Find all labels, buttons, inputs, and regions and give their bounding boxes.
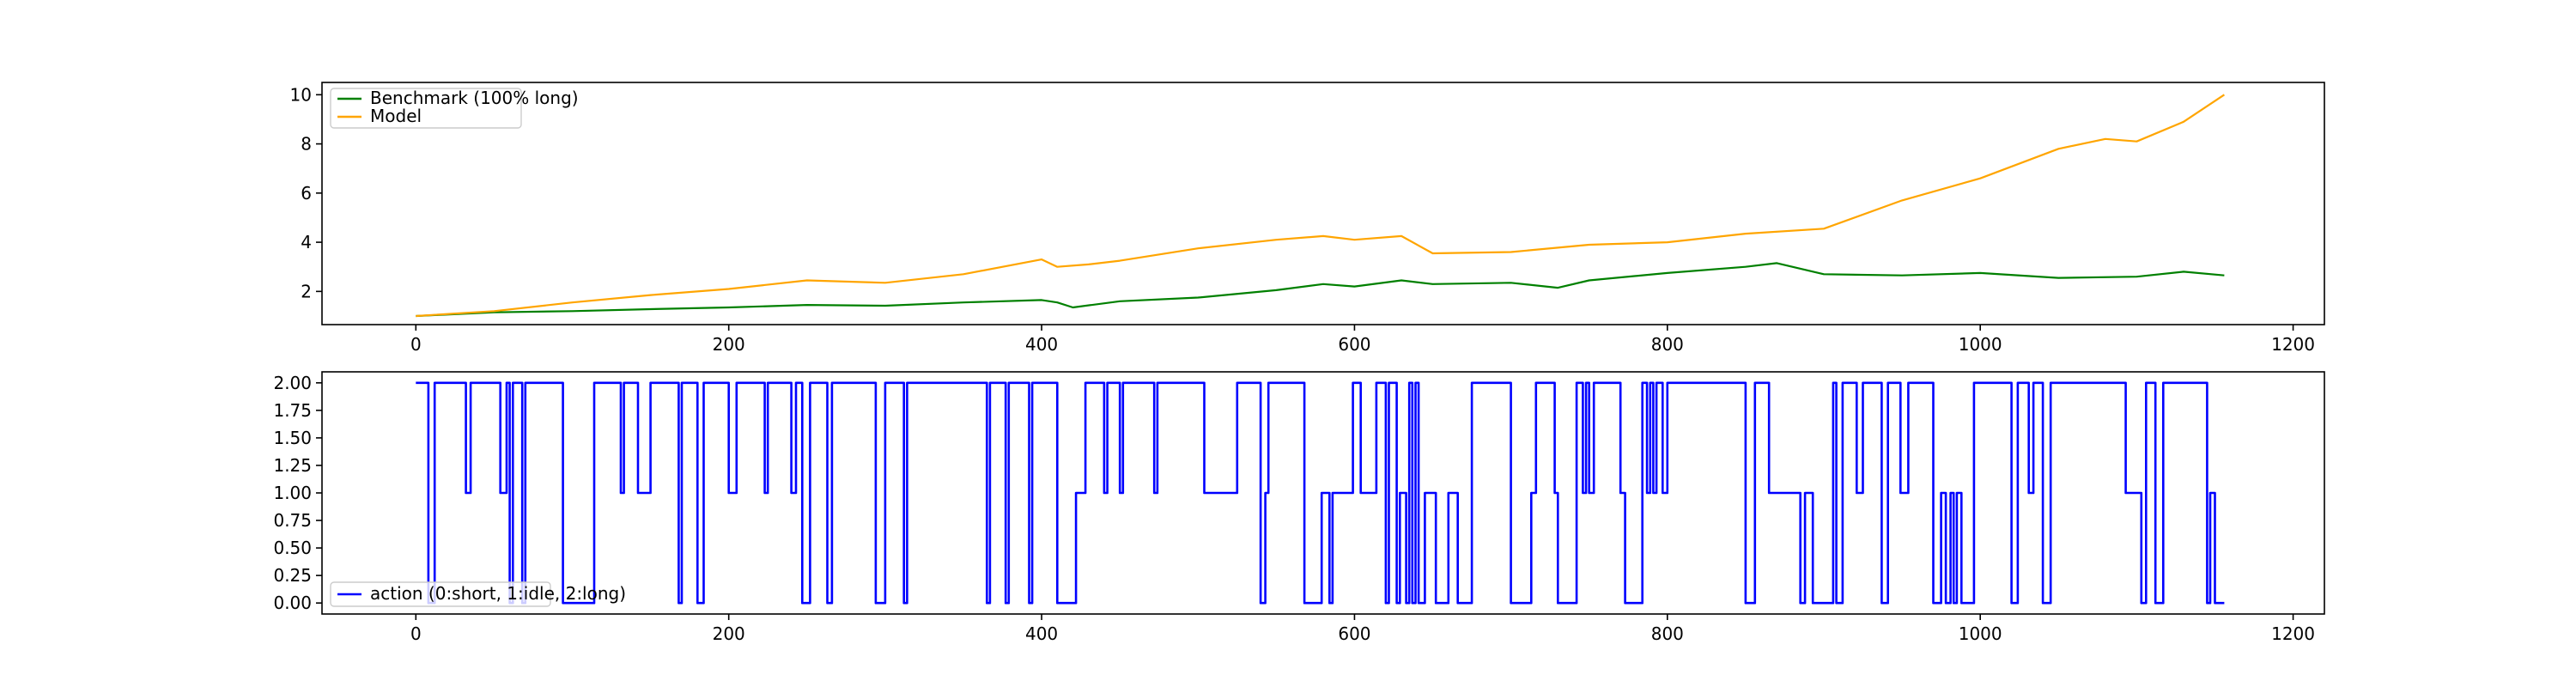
legend-label: Benchmark (100% long): [370, 88, 579, 108]
x-tick-label: 800: [1651, 623, 1684, 644]
legend-box: [330, 581, 551, 607]
x-tick-label: 1000: [1959, 623, 2002, 644]
bottom-axes: 0 200 400 600 800 1000 1200 0.00 0.25 0.50 0.75 1.0…: [273, 371, 2325, 644]
series-line-benchmark: [416, 262, 2225, 318]
x-tick-label: 0: [410, 334, 422, 355]
y-tick-label: 4: [301, 232, 312, 252]
x-tick-label: 400: [1025, 623, 1058, 644]
bottom-legend: action (0:short, 1:idle, 2:long): [330, 581, 626, 607]
series-line-action: [416, 381, 2225, 605]
series-line-model: [416, 94, 2226, 318]
x-tick-label: 600: [1338, 623, 1370, 644]
y-tick-label: 8: [301, 134, 312, 155]
x-tick-label: 1000: [1959, 334, 2002, 355]
top-legend: Benchmark (100% long)Model: [330, 88, 579, 129]
y-tick-label: 1.50: [273, 428, 312, 448]
x-tick-label: 200: [713, 623, 745, 644]
x-tick-label: 200: [713, 334, 745, 355]
axes-frame: [321, 82, 2325, 325]
y-tick-label: 2.00: [273, 373, 312, 393]
y-tick-label: 1.75: [273, 400, 312, 421]
bottom-chart: 0 200 400 600 800 1000 1200 0.00 0.25 0.50 0.75 1.0…: [273, 371, 2325, 644]
x-tick-label: 400: [1025, 334, 1058, 355]
x-tick-label: 800: [1651, 334, 1684, 355]
y-tick-label: 2: [301, 281, 312, 301]
bottom-plot-area: [416, 381, 2225, 605]
top-chart: 0 200 400 600 800 1000 1200 2 4 6 8 10 Benchmark (1…: [290, 82, 2325, 355]
x-tick-label: 600: [1338, 334, 1370, 355]
top-plot-area: [416, 94, 2226, 318]
x-tick-label: 1200: [2271, 334, 2315, 355]
x-tick-label: 1200: [2271, 623, 2315, 644]
top-axes: 0 200 400 600 800 1000 1200 2 4 6 8 10: [290, 82, 2325, 355]
y-tick-label: 6: [301, 183, 312, 204]
y-tick-label: 0.00: [273, 593, 312, 613]
y-tick-label: 1.00: [273, 483, 312, 503]
legend-box: [330, 88, 522, 129]
x-tick-label: 0: [410, 623, 422, 644]
y-tick-label: 1.25: [273, 455, 312, 476]
y-tick-label: 10: [290, 84, 312, 105]
legend-label: Model: [370, 106, 422, 126]
y-tick-label: 0.50: [273, 538, 312, 558]
y-tick-label: 0.75: [273, 510, 312, 531]
y-tick-label: 0.25: [273, 565, 312, 586]
legend-label: action (0:short, 1:idle, 2:long): [370, 583, 626, 604]
